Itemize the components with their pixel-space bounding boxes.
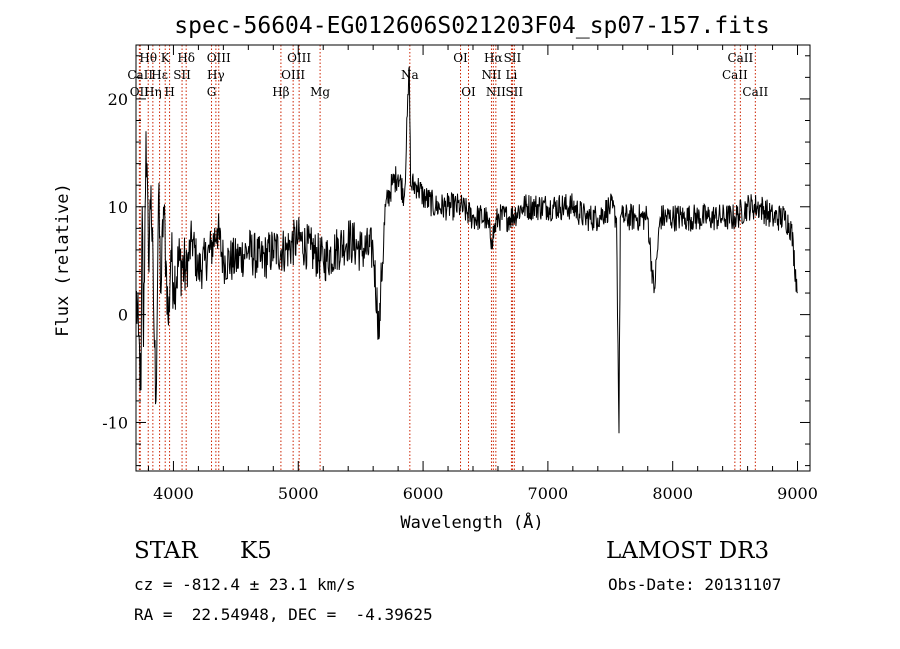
- survey-name: LAMOST DR3: [606, 538, 770, 564]
- sky-coordinates: RA = 22.54948, DEC = -4.39625: [134, 605, 433, 624]
- y-axis-label: Flux (relative): [53, 183, 73, 337]
- line-label-23: Li: [506, 68, 518, 82]
- line-label-5: Hε: [151, 68, 168, 82]
- line-label-8: SII: [173, 68, 191, 82]
- line-label-0: Hθ: [139, 51, 157, 65]
- line-label-13: OIII: [287, 51, 311, 65]
- line-label-3: Hη: [144, 85, 162, 99]
- y-tick-label: 20: [108, 90, 128, 109]
- line-label-2: OII: [130, 85, 150, 99]
- line-label-27: CaII: [742, 85, 768, 99]
- line-label-25: CaII: [727, 51, 753, 65]
- object-subclass: K5: [240, 538, 272, 564]
- line-label-15: Mg: [310, 85, 330, 99]
- y-tick-label: -10: [102, 413, 128, 432]
- line-label-9: OIII: [207, 51, 231, 65]
- y-tick-label: 10: [108, 198, 128, 217]
- x-tick-label: 9000: [777, 484, 818, 503]
- y-axis-ticks: -10 0 10 20: [102, 55, 810, 467]
- x-tick-label: 4000: [153, 484, 194, 503]
- line-label-21: NII: [486, 85, 506, 99]
- x-tick-label: 5000: [278, 484, 319, 503]
- line-label-1: CaII: [127, 68, 153, 82]
- y-tick-label: 0: [118, 306, 128, 325]
- line-label-12: Hβ: [272, 85, 289, 99]
- x-axis-label: Wavelength (Å): [400, 511, 543, 533]
- line-label-6: H: [164, 85, 174, 99]
- chart-title: spec-56604-EG012606S021203F04_sp07-157.f…: [174, 13, 769, 39]
- spectrum-series-line: [135, 66, 798, 434]
- x-tick-label: 6000: [403, 484, 444, 503]
- line-label-10: Hγ: [207, 68, 225, 82]
- line-label-18: OI: [461, 85, 476, 99]
- line-label-14: OIII: [281, 68, 305, 82]
- line-label-22: SII: [504, 51, 522, 65]
- x-axis-ticks: 4000 5000 6000 7000 8000 9000: [147, 45, 818, 503]
- line-label-17: OI: [453, 51, 468, 65]
- object-class: STAR: [134, 538, 198, 564]
- line-label-24: SII: [505, 85, 523, 99]
- x-tick-label: 7000: [528, 484, 569, 503]
- line-label-11: G: [207, 85, 217, 99]
- line-label-26: CaII: [722, 68, 748, 82]
- x-tick-label: 8000: [652, 484, 693, 503]
- line-label-19: Hα: [484, 51, 503, 65]
- line-label-7: Hδ: [177, 51, 195, 65]
- redshift-velocity: cz = -812.4 ± 23.1 km/s: [134, 575, 356, 594]
- observation-date: Obs-Date: 20131107: [608, 575, 782, 594]
- line-label-4: K: [161, 51, 171, 65]
- line-label-20: NII: [481, 68, 501, 82]
